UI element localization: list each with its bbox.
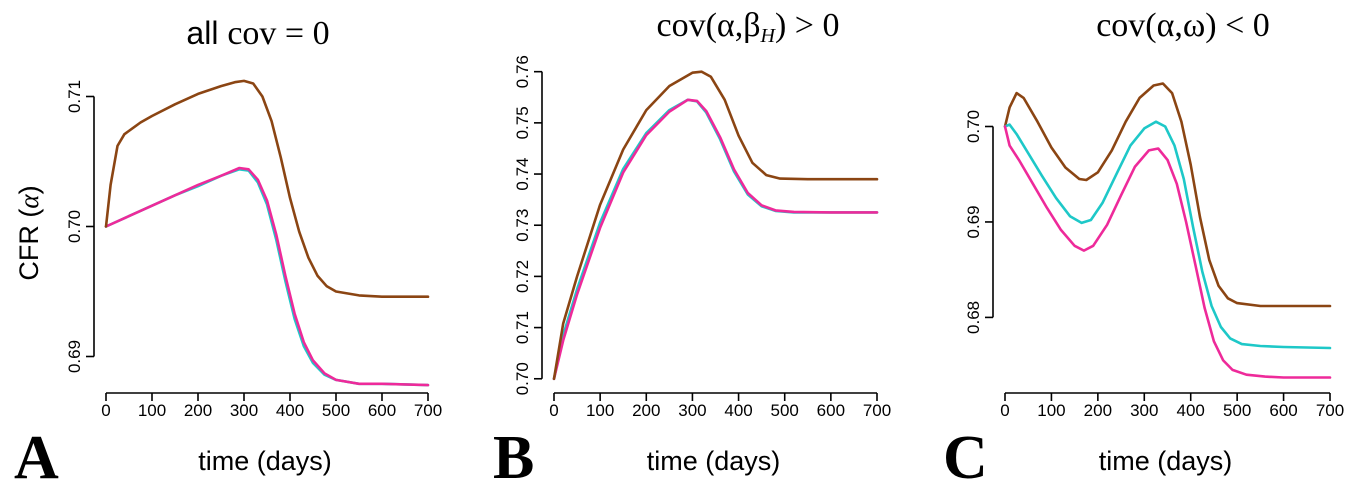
title-subscript: H: [760, 25, 777, 47]
x-axis-label: time (days): [198, 446, 332, 476]
x-tick-label: 100: [138, 401, 166, 420]
x-tick-label: 400: [276, 401, 304, 420]
y-tick-label: 0.75: [513, 106, 532, 139]
panel-letter: A: [14, 424, 59, 481]
y-tick-label: 0.76: [513, 55, 532, 88]
y-tick-label: 0.71: [513, 311, 532, 344]
x-tick-label: 400: [724, 401, 752, 420]
y-tick-label: 0.70: [65, 210, 84, 243]
x-tick-label: 600: [817, 401, 845, 420]
panel-letter: C: [943, 424, 988, 481]
x-tick-label: 500: [771, 401, 799, 420]
panel-A: 0 100 200 300 400 500 600 700 0.69 0.70 0.71 time (…: [14, 15, 442, 481]
series-line-2: [104, 166, 430, 387]
title-word: all: [186, 15, 227, 51]
y-tick-label: 0.73: [513, 209, 532, 242]
x-tick-label: 400: [1177, 401, 1205, 420]
x-tick-label: 200: [184, 401, 212, 420]
x-tick-label: 500: [1223, 401, 1251, 420]
y-tick-label: 0.69: [65, 340, 84, 373]
x-tick-label: 0: [1000, 401, 1009, 420]
y-axis-label-word: CFR (: [14, 209, 44, 281]
x-tick-label: 100: [586, 401, 614, 420]
y-axis-label-close: ): [14, 185, 44, 194]
x-tick-label: 600: [1269, 401, 1297, 420]
x-axis-label: time (days): [1099, 446, 1233, 476]
panel-title: all cov = 0: [186, 15, 329, 52]
y-tick-label: 0.72: [513, 260, 532, 293]
x-tick-label: 300: [230, 401, 258, 420]
x-tick-label: 100: [1037, 401, 1065, 420]
y-axis-label: CFR (α): [14, 185, 44, 280]
y-axis-label-text: CFR (α): [14, 185, 44, 280]
y-tick-label: 0.71: [65, 80, 84, 113]
y-tick-label: 0.69: [964, 205, 983, 238]
y-tick-label: 0.70: [513, 362, 532, 395]
series-line-2: [552, 98, 879, 381]
series-line-3: [104, 79, 430, 298]
x-axis-label: time (days): [647, 446, 781, 476]
title-formula: cov(α,β: [657, 7, 761, 44]
y-tick-label: 0.68: [964, 301, 983, 334]
y-axis-label-symbol: α: [14, 194, 44, 209]
y-tick-label: 0.74: [513, 157, 532, 190]
series-line-1: [552, 98, 879, 381]
x-tick-label: 700: [1316, 401, 1344, 420]
x-tick-label: 600: [368, 401, 396, 420]
x-tick-label: 300: [678, 401, 706, 420]
x-tick-label: 0: [549, 401, 558, 420]
series-line-1: [1003, 82, 1332, 308]
x-tick-label: 300: [1130, 401, 1158, 420]
x-tick-label: 500: [322, 401, 350, 420]
series-line-3: [552, 70, 879, 381]
title-formula: cov = 0: [227, 15, 329, 52]
x-tick-label: 200: [632, 401, 660, 420]
panel-title: cov(α,ω) < 0: [1096, 7, 1270, 44]
x-tick-label: 700: [414, 401, 442, 420]
panel-C: 0 100 200 300 400 500 600 700 0.68 0.69 0.70 time (…: [943, 7, 1344, 481]
x-tick-label: 0: [101, 401, 110, 420]
series-line-3: [1003, 125, 1332, 379]
x-tick-label: 200: [1084, 401, 1112, 420]
title-formula: cov(α,ω) < 0: [1096, 7, 1270, 44]
title-formula-rest: ) > 0: [775, 7, 840, 44]
y-tick-label: 0.70: [964, 110, 983, 143]
panel-B: 0 100 200 300 400 500 600 700 0.70 0.71 0.72 0.73 0.…: [493, 7, 891, 481]
series-line-2: [1003, 120, 1332, 350]
panel-title: cov(α,βH) > 0: [657, 7, 840, 47]
x-tick-label: 700: [863, 401, 891, 420]
panel-letter: B: [493, 424, 534, 481]
